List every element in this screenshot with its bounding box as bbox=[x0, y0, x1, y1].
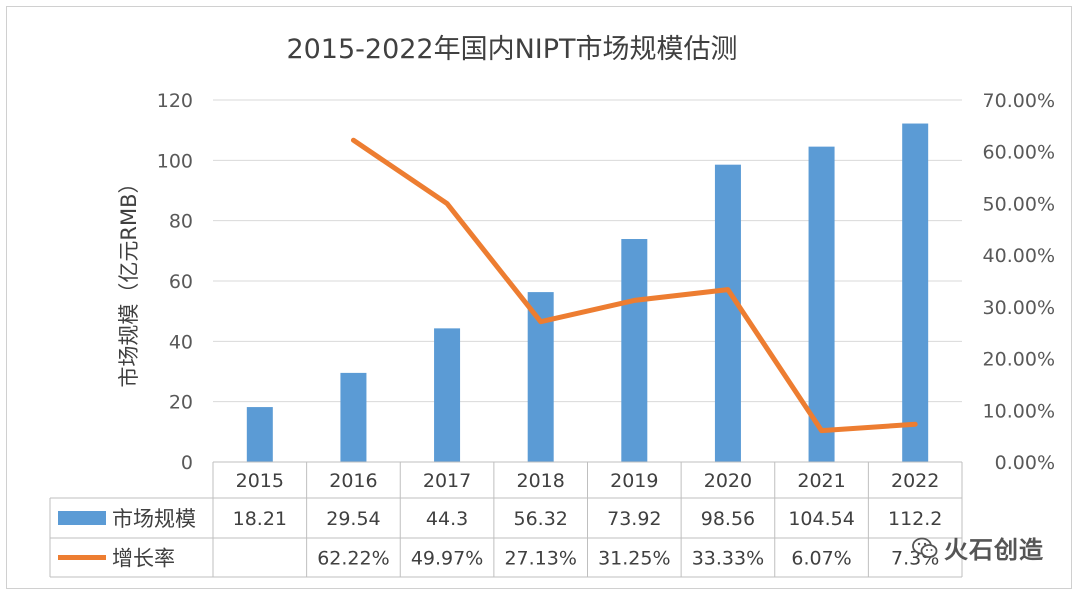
y-tick-label: 60 bbox=[169, 271, 193, 293]
wechat-icon bbox=[912, 537, 938, 558]
y2-tick-label: 70.00% bbox=[983, 90, 1055, 112]
y-tick-label: 100 bbox=[157, 150, 193, 172]
chart-title: 2015-2022年国内NIPT市场规模估测 bbox=[286, 34, 737, 65]
bar bbox=[714, 164, 741, 462]
table-cell-value: 56.32 bbox=[513, 508, 567, 530]
y2-tick-label: 60.00% bbox=[983, 142, 1055, 164]
watermark: 火石创造 bbox=[912, 530, 1044, 565]
x-tick-label: 2016 bbox=[329, 470, 377, 492]
x-tick-label: 2015 bbox=[236, 470, 284, 492]
table-cell-value: 104.54 bbox=[788, 508, 854, 530]
table-cell-value: 112.2 bbox=[888, 508, 942, 530]
y-axis-label: 市场规模（亿元RMB） bbox=[117, 172, 141, 387]
table-cell-value: 33.33% bbox=[692, 548, 764, 570]
table-cell-value: 6.07% bbox=[791, 548, 851, 570]
table-cell-value: 73.92 bbox=[607, 508, 661, 530]
bar bbox=[902, 123, 929, 462]
bar bbox=[340, 372, 367, 462]
table-cell-value: 62.22% bbox=[317, 548, 389, 570]
table-cell-value: 27.13% bbox=[504, 548, 576, 570]
x-tick-label: 2021 bbox=[797, 470, 845, 492]
x-tick-label: 2019 bbox=[610, 470, 658, 492]
y2-tick-label: 40.00% bbox=[983, 245, 1055, 267]
y2-tick-label: 20.00% bbox=[983, 349, 1055, 371]
bar bbox=[621, 239, 648, 462]
y2-tick-label: 0.00% bbox=[995, 452, 1055, 474]
legend-label: 市场规模 bbox=[112, 507, 196, 531]
x-tick-label: 2022 bbox=[891, 470, 939, 492]
legend-label: 增长率 bbox=[112, 547, 175, 571]
x-tick-label: 2017 bbox=[423, 470, 471, 492]
y2-tick-label: 30.00% bbox=[983, 297, 1055, 319]
y-tick-label: 80 bbox=[169, 211, 193, 233]
watermark-text: 火石创造 bbox=[944, 536, 1044, 564]
table-cell-value: 44.3 bbox=[426, 508, 468, 530]
table-cell-value: 29.54 bbox=[326, 508, 380, 530]
x-tick-label: 2018 bbox=[517, 470, 565, 492]
table-cell-value: 98.56 bbox=[701, 508, 755, 530]
x-tick-label: 2020 bbox=[704, 470, 752, 492]
table-cell-value: 49.97% bbox=[411, 548, 483, 570]
legend-swatch-bar bbox=[58, 511, 106, 525]
bar bbox=[246, 407, 273, 462]
y-tick-label: 120 bbox=[157, 90, 193, 112]
y-tick-label: 0 bbox=[181, 452, 193, 474]
table-cell-value: 31.25% bbox=[598, 548, 670, 570]
y-tick-label: 20 bbox=[169, 392, 193, 414]
chart-frame bbox=[6, 6, 1072, 589]
table-cell-value: 18.21 bbox=[233, 508, 287, 530]
bar bbox=[434, 328, 461, 462]
y2-tick-label: 10.00% bbox=[983, 400, 1055, 422]
y-tick-label: 40 bbox=[169, 331, 193, 353]
bar bbox=[808, 146, 835, 462]
y2-tick-label: 50.00% bbox=[983, 193, 1055, 215]
